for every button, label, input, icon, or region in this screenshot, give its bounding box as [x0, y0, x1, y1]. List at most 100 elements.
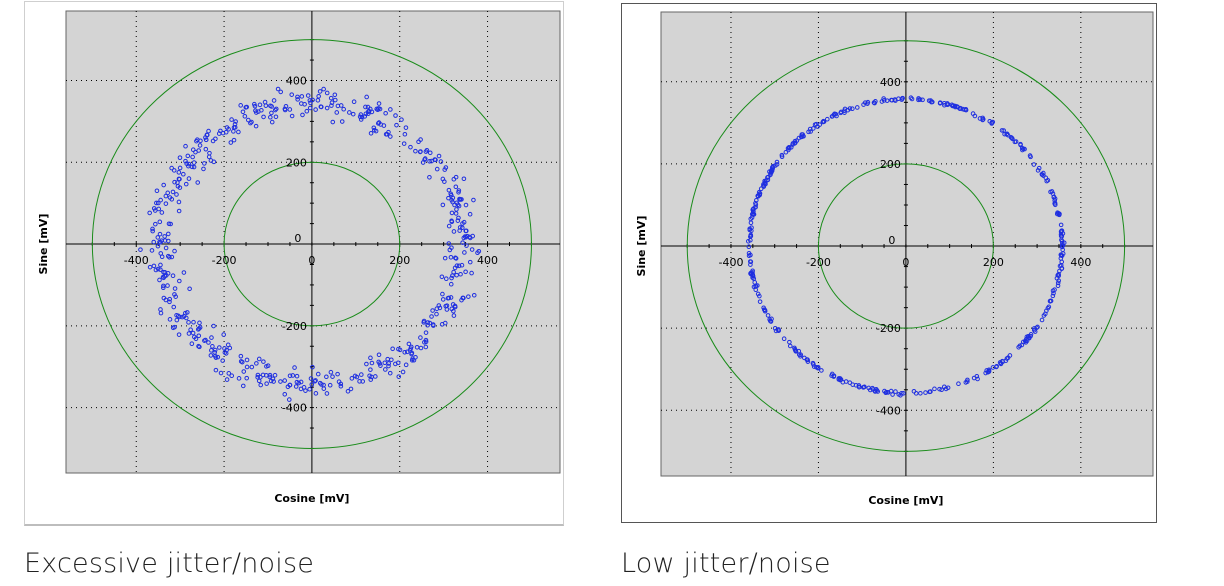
data-point [1001, 128, 1007, 133]
data-point [238, 353, 244, 359]
data-point [196, 326, 202, 331]
data-point [429, 314, 434, 319]
data-point [161, 283, 166, 289]
data-point [202, 161, 207, 166]
data-point [413, 148, 418, 154]
data-point [357, 114, 363, 120]
data-point [313, 107, 318, 112]
data-point [335, 371, 340, 377]
data-point [440, 176, 446, 182]
data-point [263, 373, 269, 378]
data-point [209, 335, 214, 340]
data-point [208, 353, 214, 358]
data-point [1059, 243, 1065, 248]
data-point [256, 356, 262, 362]
data-point [349, 376, 355, 381]
data-point [341, 106, 346, 112]
data-point [292, 365, 297, 370]
data-point [362, 114, 368, 119]
data-point [289, 92, 295, 97]
data-point [198, 138, 203, 144]
data-point [273, 114, 279, 120]
data-point [308, 376, 314, 381]
data-point [163, 201, 169, 206]
data-point [383, 367, 388, 372]
data-point [847, 106, 853, 111]
data-point [748, 259, 754, 265]
data-point [420, 160, 426, 165]
data-point [195, 327, 201, 332]
data-point [1013, 139, 1019, 144]
data-point [172, 179, 177, 185]
data-point [264, 364, 269, 369]
data-point [191, 319, 196, 325]
data-point [1060, 240, 1065, 246]
data-point [387, 370, 393, 376]
data-point [761, 307, 767, 312]
data-point [176, 176, 182, 182]
data-point [371, 125, 377, 131]
data-point [158, 262, 163, 268]
data-point [808, 129, 813, 134]
data-point [175, 183, 181, 189]
y-tick-label: -400 [876, 404, 901, 417]
data-point [452, 304, 458, 310]
data-point [375, 121, 381, 126]
data-point [805, 357, 810, 362]
data-point [376, 106, 381, 111]
x-tick-label: 200 [983, 256, 1004, 269]
data-point [244, 357, 250, 363]
data-point [176, 208, 182, 214]
data-point [1022, 146, 1027, 152]
data-point [393, 361, 398, 367]
data-point [440, 291, 445, 297]
data-point [197, 143, 203, 148]
data-point [271, 98, 277, 103]
data-point [264, 381, 269, 386]
data-point [442, 320, 448, 326]
data-point [944, 102, 950, 108]
data-point [1026, 335, 1032, 341]
data-point [231, 129, 236, 134]
data-point [765, 313, 771, 318]
data-point [351, 99, 357, 104]
data-point [983, 370, 988, 376]
data-point [464, 243, 469, 248]
data-point [787, 145, 792, 151]
data-point [189, 164, 195, 170]
data-point [161, 285, 166, 291]
data-point [170, 189, 176, 195]
data-point [368, 367, 373, 372]
data-point [229, 117, 234, 122]
chart-panel-excessive: -400 -200 0 200 400 -400 -200 200 400 0 Cosine [mV… [24, 1, 564, 526]
data-point [171, 304, 177, 310]
data-point [792, 345, 797, 351]
data-point [313, 391, 319, 396]
data-point [165, 271, 171, 276]
data-point [449, 197, 455, 203]
data-point [196, 333, 202, 339]
y-tick-label: 200 [880, 158, 901, 171]
data-point [162, 234, 167, 239]
data-point [446, 187, 452, 193]
data-point [758, 186, 764, 192]
data-point [757, 299, 763, 304]
data-point [965, 377, 970, 383]
data-point [210, 344, 215, 349]
data-point [1058, 222, 1064, 228]
data-point [221, 332, 226, 337]
data-point [330, 119, 336, 125]
data-point [451, 229, 457, 234]
data-point [446, 223, 452, 229]
data-point [249, 364, 255, 370]
data-point [442, 255, 448, 261]
data-point [315, 98, 321, 103]
data-point [985, 369, 991, 375]
data-point [363, 104, 368, 110]
caption-low: Low jitter/noise [621, 548, 831, 579]
data-point [416, 139, 421, 145]
data-point [171, 168, 177, 173]
data-point [267, 374, 273, 380]
data-point [462, 250, 467, 255]
data-point [376, 120, 382, 125]
